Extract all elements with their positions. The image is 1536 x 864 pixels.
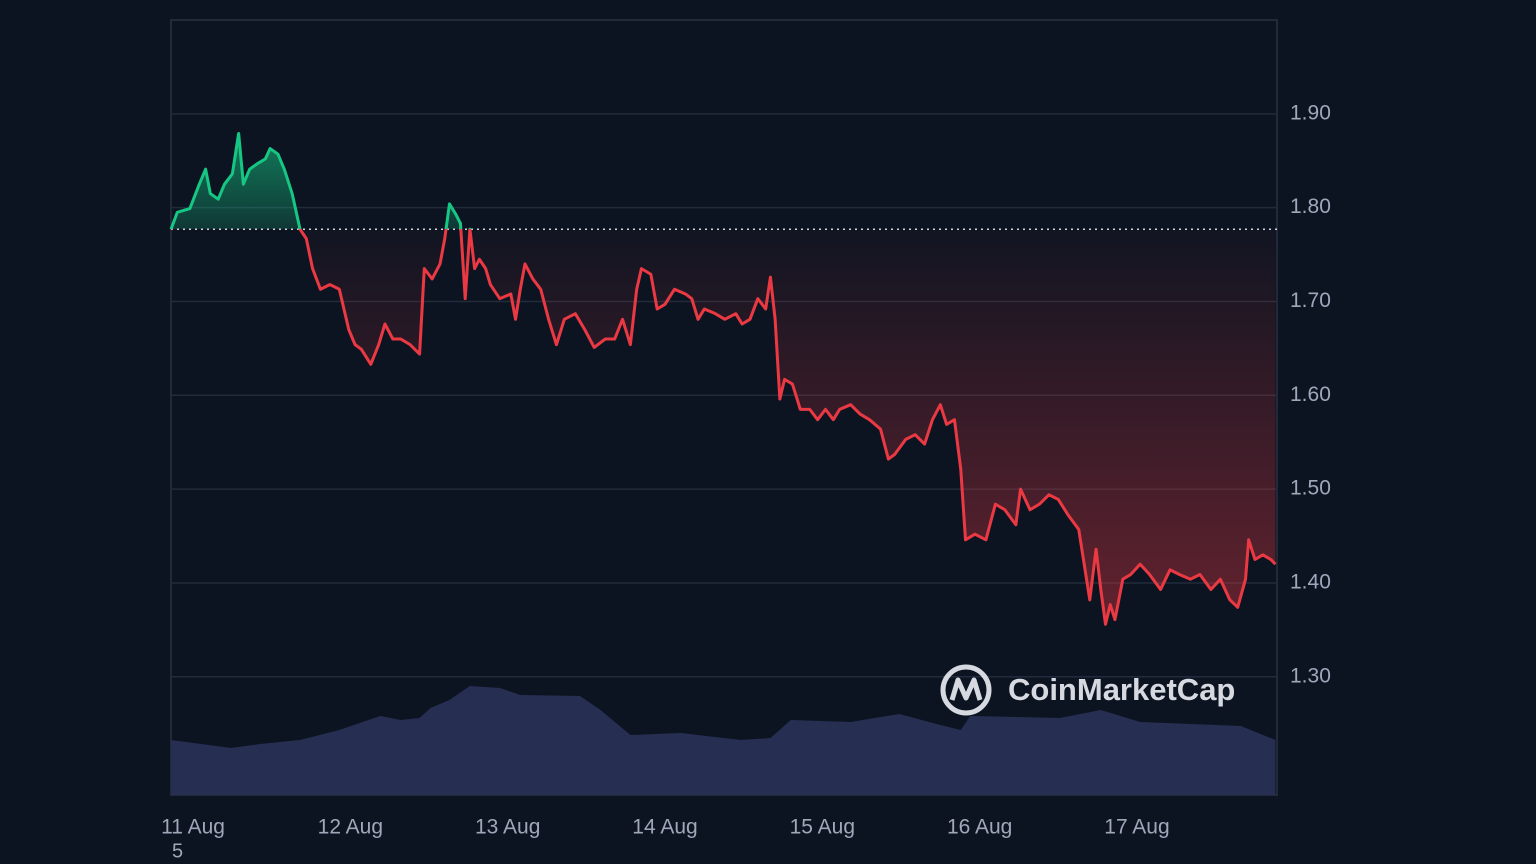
x-tick-label: 13 Aug: [475, 816, 540, 839]
logo-mark: [949, 677, 983, 701]
watermark-text: CoinMarketCap: [1008, 672, 1235, 707]
volume-area: [171, 686, 1276, 795]
y-tick-label: 1.30: [1290, 664, 1331, 687]
y-tick-label: 1.90: [1290, 101, 1331, 124]
x-tick-label: 16 Aug: [947, 816, 1012, 839]
y-tick-label: 1.40: [1290, 571, 1331, 594]
watermark: CoinMarketCap: [940, 664, 1235, 716]
y-tick-label: 1.60: [1290, 383, 1331, 406]
y-tick-label: 1.70: [1290, 289, 1331, 312]
x-tick-label: 17 Aug: [1104, 816, 1169, 839]
x-tick-label: 14 Aug: [632, 816, 697, 839]
price-area: [171, 133, 1276, 625]
x-tick-label: 15 Aug: [790, 816, 855, 839]
price-line: [169, 132, 1277, 626]
y-tick-label: 1.50: [1290, 477, 1331, 500]
x-tick-label: 11 Aug: [161, 816, 225, 839]
y-tick-label: 1.80: [1290, 195, 1331, 218]
footer-text: 5: [172, 840, 183, 862]
x-tick-label: 12 Aug: [318, 816, 383, 839]
logo-ring: [940, 664, 992, 716]
